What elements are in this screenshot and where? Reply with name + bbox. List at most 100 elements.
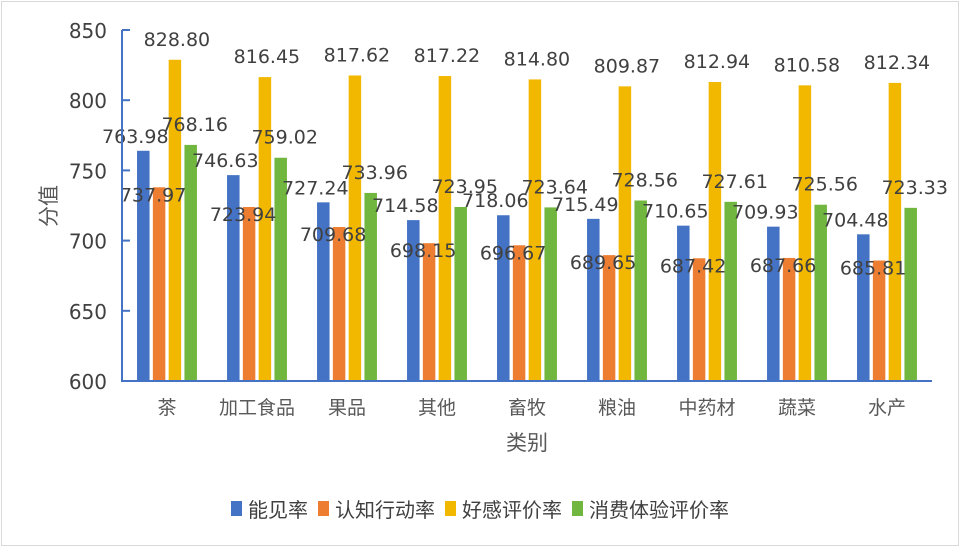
bar-6-2 bbox=[708, 82, 722, 382]
data-label: 812.94 bbox=[684, 51, 750, 73]
bar-0-0 bbox=[137, 150, 150, 381]
bar-1-1 bbox=[242, 206, 256, 381]
x-category-label: 中药材 bbox=[678, 397, 735, 419]
x-axis-categories: 茶 加工食品 果品 其他 畜牧 粮油 中药材 蔬菜 水产 bbox=[157, 397, 906, 419]
bar-8-3 bbox=[904, 207, 917, 381]
bar-3-0 bbox=[407, 220, 420, 381]
bar-1-3 bbox=[274, 157, 287, 381]
data-label: 812.34 bbox=[864, 52, 930, 74]
bar-6-3 bbox=[724, 201, 737, 381]
data-label: 727.24 bbox=[282, 177, 348, 199]
data-labels: 763.98 737.97 828.80 768.16 746.63 723.94 816.… bbox=[102, 29, 948, 280]
y-tick-label: 800 bbox=[69, 89, 107, 113]
legend-item: 认知行动率 bbox=[318, 494, 435, 523]
data-label: 723.95 bbox=[431, 176, 497, 198]
data-label: 727.61 bbox=[701, 171, 767, 193]
legend-item: 好感评价率 bbox=[445, 494, 562, 523]
legend-label: 能见率 bbox=[248, 498, 308, 522]
data-label: 746.63 bbox=[192, 150, 258, 172]
data-label: 817.22 bbox=[414, 45, 480, 67]
bar-3-3 bbox=[454, 206, 467, 381]
legend-item: 消费体验评价率 bbox=[572, 494, 729, 523]
data-label: 698.15 bbox=[390, 240, 456, 262]
data-label: 709.68 bbox=[300, 224, 366, 246]
data-label: 723.94 bbox=[210, 204, 276, 226]
bar-0-2 bbox=[168, 59, 182, 381]
bar-5-3 bbox=[634, 200, 647, 381]
data-label: 728.56 bbox=[611, 170, 677, 192]
data-label: 768.16 bbox=[161, 114, 227, 136]
legend: 能见率 认知行动率 好感评价率 消费体验评价率 bbox=[0, 494, 960, 523]
data-label: 723.33 bbox=[881, 177, 947, 199]
data-label: 814.80 bbox=[504, 48, 570, 70]
bar-5-0 bbox=[587, 218, 600, 381]
data-label: 817.62 bbox=[324, 44, 390, 66]
data-label: 689.65 bbox=[570, 252, 636, 274]
bar-2-0 bbox=[317, 202, 330, 381]
y-tick-label: 750 bbox=[69, 159, 107, 183]
data-label: 809.87 bbox=[594, 55, 660, 77]
bar-1-0 bbox=[227, 175, 240, 381]
data-label: 696.67 bbox=[480, 242, 546, 264]
x-category-label: 果品 bbox=[328, 397, 366, 419]
data-label: 687.66 bbox=[750, 255, 816, 277]
bar-6-0 bbox=[677, 225, 690, 381]
bar-4-2 bbox=[528, 79, 542, 381]
data-label: 718.06 bbox=[462, 190, 528, 212]
y-tick-label: 700 bbox=[69, 230, 107, 254]
x-category-label: 加工食品 bbox=[219, 397, 295, 419]
data-label: 723.64 bbox=[521, 176, 587, 198]
y-tick-label: 600 bbox=[69, 370, 107, 394]
bar-7-0 bbox=[767, 226, 780, 381]
y-axis-title: 分值 bbox=[37, 185, 61, 227]
x-category-label: 水产 bbox=[868, 397, 906, 419]
data-label: 714.58 bbox=[372, 195, 438, 217]
legend-swatch-icon bbox=[572, 501, 583, 516]
data-label: 685.81 bbox=[840, 258, 906, 280]
bar-8-0 bbox=[857, 234, 870, 381]
x-axis-title: 类别 bbox=[506, 431, 548, 455]
bar-0-1 bbox=[152, 187, 166, 381]
bar-3-2 bbox=[438, 76, 452, 381]
y-tick-label: 850 bbox=[69, 19, 107, 43]
x-category-label: 茶 bbox=[157, 397, 176, 419]
bar-2-1 bbox=[332, 227, 346, 381]
data-label: 810.58 bbox=[774, 54, 840, 76]
bar-1-2 bbox=[258, 77, 272, 382]
data-label: 759.02 bbox=[251, 127, 317, 149]
legend-item: 能见率 bbox=[231, 494, 308, 523]
bar-5-2 bbox=[618, 86, 632, 381]
bar-2-3 bbox=[364, 192, 377, 381]
x-category-label: 蔬菜 bbox=[778, 397, 816, 419]
axes bbox=[121, 29, 932, 382]
legend-swatch-icon bbox=[318, 501, 329, 516]
bar-4-3 bbox=[544, 207, 557, 381]
legend-label: 好感评价率 bbox=[462, 498, 562, 522]
legend-label: 认知行动率 bbox=[335, 498, 435, 522]
x-category-label: 畜牧 bbox=[508, 397, 546, 419]
bar-7-3 bbox=[814, 204, 827, 381]
bar-6-1 bbox=[692, 258, 706, 381]
data-label: 710.65 bbox=[642, 201, 708, 223]
data-label: 709.93 bbox=[732, 202, 798, 224]
bar-8-1 bbox=[872, 260, 886, 381]
y-axis-ticks: 600 650 700 750 800 850 bbox=[69, 19, 107, 394]
bar-8-2 bbox=[888, 82, 902, 382]
data-label: 725.56 bbox=[791, 174, 857, 196]
bars bbox=[137, 59, 917, 382]
bar-5-1 bbox=[602, 255, 616, 381]
legend-swatch-icon bbox=[445, 501, 456, 516]
data-label: 715.49 bbox=[552, 194, 618, 216]
data-label: 828.80 bbox=[144, 29, 210, 51]
bar-2-2 bbox=[348, 75, 362, 381]
legend-label: 消费体验评价率 bbox=[589, 498, 729, 522]
bar-3-1 bbox=[422, 243, 436, 381]
bar-7-2 bbox=[798, 85, 812, 382]
data-label: 733.96 bbox=[341, 162, 407, 184]
data-label: 816.45 bbox=[234, 46, 300, 68]
x-category-label: 其他 bbox=[418, 397, 456, 419]
data-label: 687.42 bbox=[660, 255, 726, 277]
y-tick-label: 650 bbox=[69, 300, 107, 324]
bar-7-1 bbox=[782, 257, 796, 381]
